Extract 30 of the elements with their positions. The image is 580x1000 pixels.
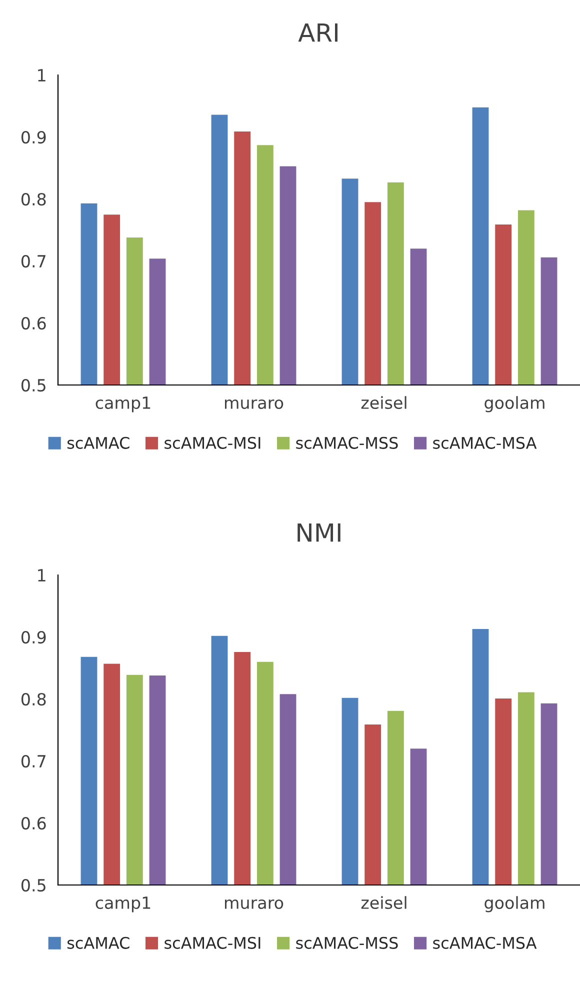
legend-label: scAMAC-MSS [296, 436, 398, 449]
legend-label: scAMAC-MSA [433, 936, 537, 949]
y-tick-label: 0.6 [21, 316, 46, 330]
y-tick-label: 0.7 [21, 754, 46, 768]
x-tick-label: camp1 [96, 896, 150, 912]
y-tick-label: 0.6 [21, 816, 46, 830]
y-tick-label: 0.8 [21, 192, 46, 206]
legend-label: scAMAC-MSS [296, 936, 398, 949]
legend-label: scAMAC [67, 936, 130, 949]
x-tick-label: zeisel [361, 396, 406, 410]
legend-label: scAMAC-MSA [433, 436, 537, 449]
legend-label: scAMAC-MSI [164, 436, 260, 449]
y-tick-label: 0.9 [21, 130, 46, 144]
legend-label: scAMAC-MSI [164, 936, 260, 949]
x-tick-label: goolam [484, 896, 544, 912]
y-tick-label: 0.5 [21, 878, 46, 892]
y-tick-label: 0.5 [21, 378, 46, 392]
y-tick-label: 1 [38, 69, 46, 82]
y-tick-label: 0.9 [21, 630, 46, 644]
x-tick-label: goolam [484, 396, 544, 412]
y-tick-label: 0.8 [21, 692, 46, 706]
x-tick-label: muraro [224, 899, 284, 910]
legend-label: scAMAC [67, 436, 130, 449]
y-tick-label: 1 [38, 569, 46, 582]
x-tick-label: camp1 [96, 396, 150, 412]
chart-title: ARI [298, 23, 338, 42]
y-tick-label: 0.7 [21, 254, 46, 268]
x-tick-label: zeisel [361, 896, 406, 910]
chart-title: NMI [298, 523, 340, 542]
x-tick-label: muraro [224, 399, 284, 410]
